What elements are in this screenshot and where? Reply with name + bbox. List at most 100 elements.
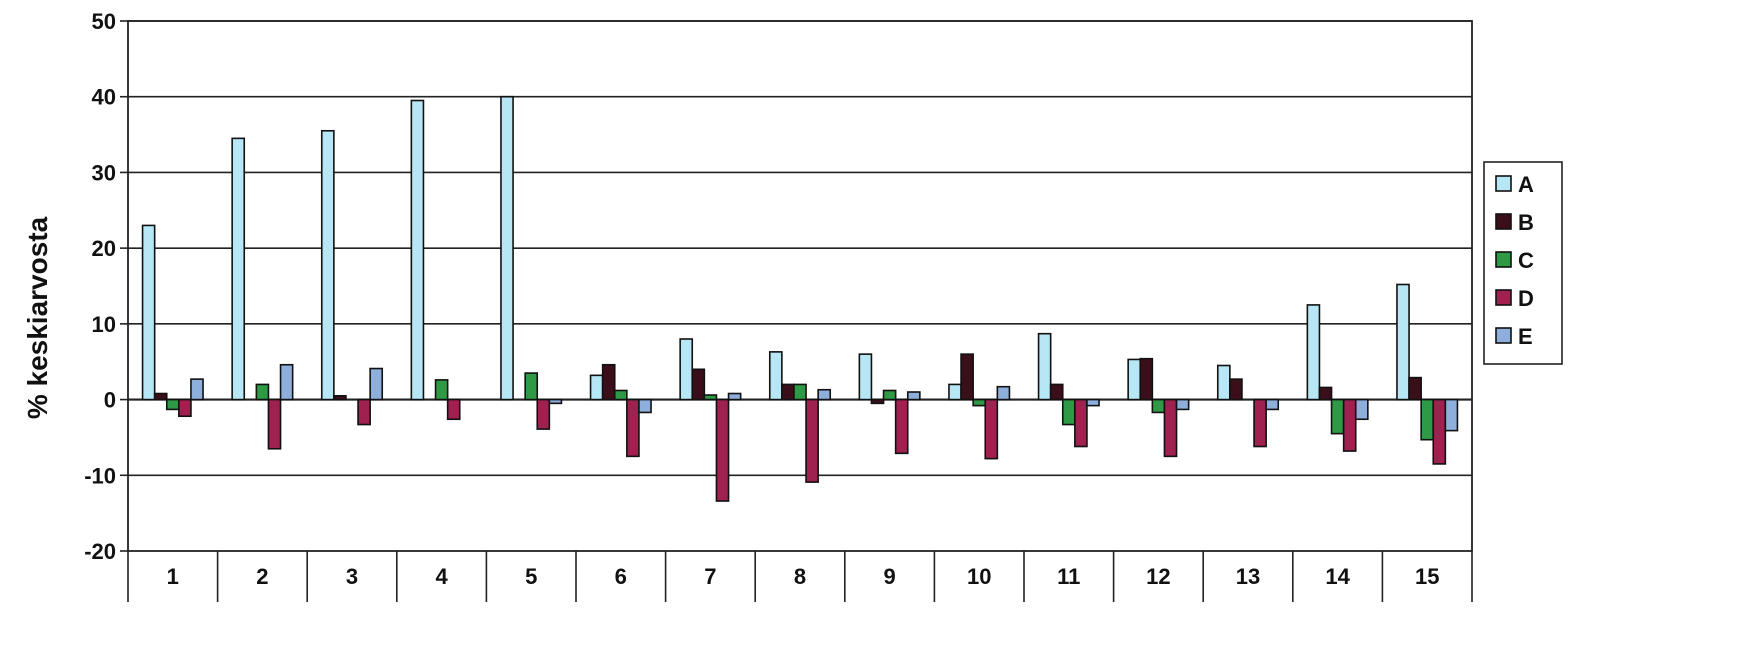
bar-e-11 [1086,398,1100,407]
bar-c-8 [793,383,807,401]
bar-e-2 [279,363,294,401]
bar-a-5 [500,95,514,401]
bar-a-14 [1306,304,1321,401]
bar-d-1 [178,398,192,418]
bars [141,95,1459,502]
bar-b-3 [333,394,347,401]
legend-label-d: D [1518,286,1534,311]
bar-e-1 [190,378,204,401]
bar-e-7 [727,392,742,401]
legend-swatch-b [1495,213,1512,230]
bar-e-12 [1175,398,1190,411]
legend-label-c: C [1518,248,1534,273]
bar-c-15 [1420,398,1435,441]
bar-c-4 [434,379,449,401]
category-label: 3 [346,564,358,589]
bar-e-6 [638,398,652,414]
bar-e-10 [996,385,1011,401]
bar-c-9 [882,389,897,401]
category-label: 4 [435,564,448,589]
bar-d-11 [1074,398,1088,448]
bar-b-13 [1229,378,1243,401]
bar-b-6 [601,363,616,401]
bar-d-5 [536,398,551,430]
legend-label-a: A [1518,172,1534,197]
bar-a-6 [589,374,604,401]
category-table: 1 2 3 4 5 6 7 8 9 10 11 12 13 14 15 [127,551,1473,602]
bar-a-11 [1037,332,1052,401]
legend-label-e: E [1518,324,1533,349]
bar-a-12 [1127,358,1142,401]
bar-b-14 [1318,386,1333,401]
bar-d-8 [805,398,819,483]
category-label: 9 [883,564,895,589]
bar-c-11 [1061,398,1076,426]
bar-e-5 [548,398,563,405]
bar-d-7 [715,398,730,502]
bar-d-14 [1342,398,1357,452]
bar-b-8 [781,383,795,401]
bar-b-9 [870,398,885,405]
y-tick-label: 20 [92,236,116,261]
category-label: 15 [1415,564,1439,589]
category-label: 6 [615,564,627,589]
category-label: 8 [794,564,806,589]
y-tick-label: -10 [84,463,116,488]
bar-d-2 [267,398,282,450]
legend-swatch-a [1495,175,1512,192]
bar-d-9 [894,398,909,455]
bar-e-8 [817,388,832,401]
bar-a-7 [679,338,694,401]
bar-c-5 [524,372,539,401]
bar-b-10 [960,353,974,401]
bar-a-10 [948,383,962,401]
category-label: 11 [1057,564,1080,589]
bar-e-15 [1444,398,1459,432]
legend-swatch-c [1495,251,1512,268]
bar-c-7 [703,394,718,401]
bar-e-3 [369,367,384,401]
category-label: 2 [256,564,268,589]
bar-a-1 [141,224,156,401]
bar-d-10 [984,398,999,460]
bar-c-14 [1330,398,1345,435]
bar-a-8 [768,351,783,401]
y-tick-label: 0 [104,388,116,413]
bar-b-11 [1049,383,1064,401]
y-tick-label: 10 [92,312,116,337]
bar-c-1 [165,398,180,411]
bar-a-2 [231,137,246,401]
bar-d-6 [626,398,640,458]
bar-a-4 [410,99,425,401]
legend-swatch-e [1495,327,1512,344]
bar-b-7 [691,368,706,401]
bar-a-15 [1396,283,1410,401]
bar-c-6 [613,389,628,401]
plot-border [127,20,1473,552]
bar-d-12 [1163,398,1178,458]
bar-a-9 [858,353,873,401]
category-label: 13 [1236,564,1260,589]
bar-a-13 [1216,364,1231,401]
y-tick-label: 40 [92,85,116,110]
category-label: 1 [167,564,179,589]
bar-b-1 [153,392,168,401]
y-axis-ticks: 50 40 30 20 10 0 -10 -20 [84,9,128,564]
legend-swatch-d [1495,289,1512,306]
bar-a-3 [320,129,335,401]
category-label: 14 [1325,564,1350,589]
bar-d-13 [1253,398,1267,448]
bar-d-15 [1432,398,1447,465]
bar-e-13 [1265,398,1280,411]
y-tick-label: -20 [84,539,116,564]
category-label: 10 [967,564,991,589]
category-label: 12 [1146,564,1170,589]
bar-b-12 [1139,357,1154,401]
bar-d-3 [357,398,371,426]
bar-e-9 [906,391,921,401]
plot-frame [127,20,1473,552]
category-label: 7 [704,564,716,589]
bar-d-4 [446,398,461,421]
